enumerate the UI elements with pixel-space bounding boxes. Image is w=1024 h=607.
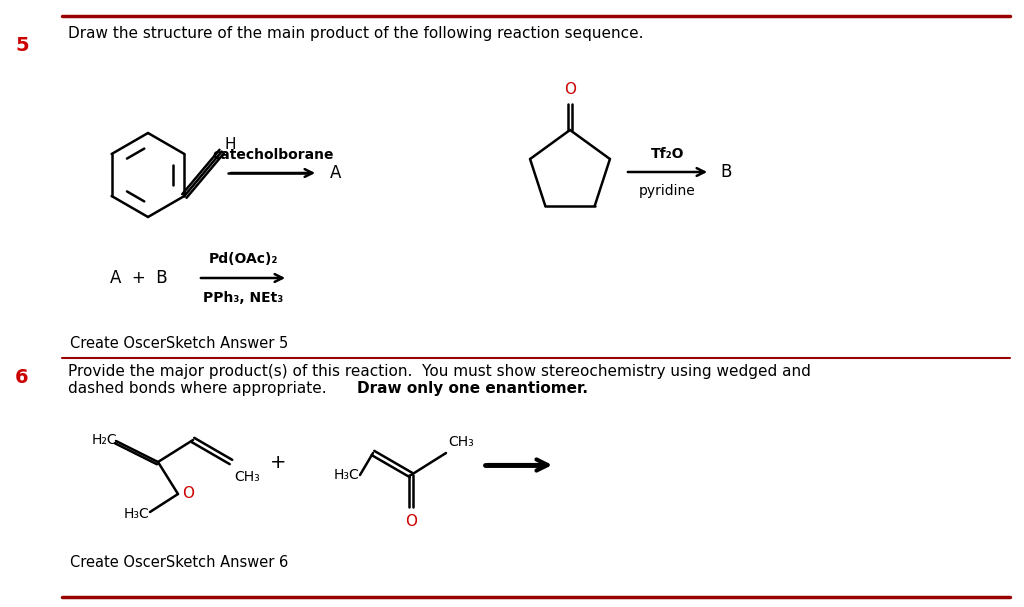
Text: +: + (269, 452, 287, 472)
Text: CH₃: CH₃ (449, 435, 474, 449)
Text: H₃C: H₃C (334, 468, 359, 482)
Text: Create OscerSketch Answer 5: Create OscerSketch Answer 5 (70, 336, 288, 351)
Text: CH₃: CH₃ (234, 470, 260, 484)
Text: Create OscerSketch Answer 6: Create OscerSketch Answer 6 (70, 555, 288, 570)
Text: Draw the structure of the main product of the following reaction sequence.: Draw the structure of the main product o… (68, 26, 643, 41)
Text: O: O (406, 514, 417, 529)
Text: H₂C: H₂C (92, 433, 118, 447)
Text: PPh₃, NEt₃: PPh₃, NEt₃ (203, 291, 283, 305)
Text: H₃C: H₃C (124, 507, 150, 521)
Text: Tf₂O: Tf₂O (650, 147, 684, 161)
Text: O: O (182, 486, 194, 501)
Text: dashed bonds where appropriate.: dashed bonds where appropriate. (68, 381, 336, 396)
Text: A  +  B: A + B (110, 269, 168, 287)
Text: 6: 6 (15, 368, 29, 387)
Text: H: H (224, 137, 237, 152)
Text: pyridine: pyridine (639, 184, 696, 198)
Text: Draw only one enantiomer.: Draw only one enantiomer. (357, 381, 588, 396)
Text: Pd(OAc)₂: Pd(OAc)₂ (208, 252, 278, 266)
Text: Provide the major product(s) of this reaction.  You must show stereochemistry us: Provide the major product(s) of this rea… (68, 364, 811, 379)
Text: A: A (330, 164, 341, 182)
Text: O: O (564, 82, 575, 97)
Text: B: B (720, 163, 731, 181)
Text: 5: 5 (15, 36, 29, 55)
Text: catecholborane: catecholborane (212, 148, 334, 162)
